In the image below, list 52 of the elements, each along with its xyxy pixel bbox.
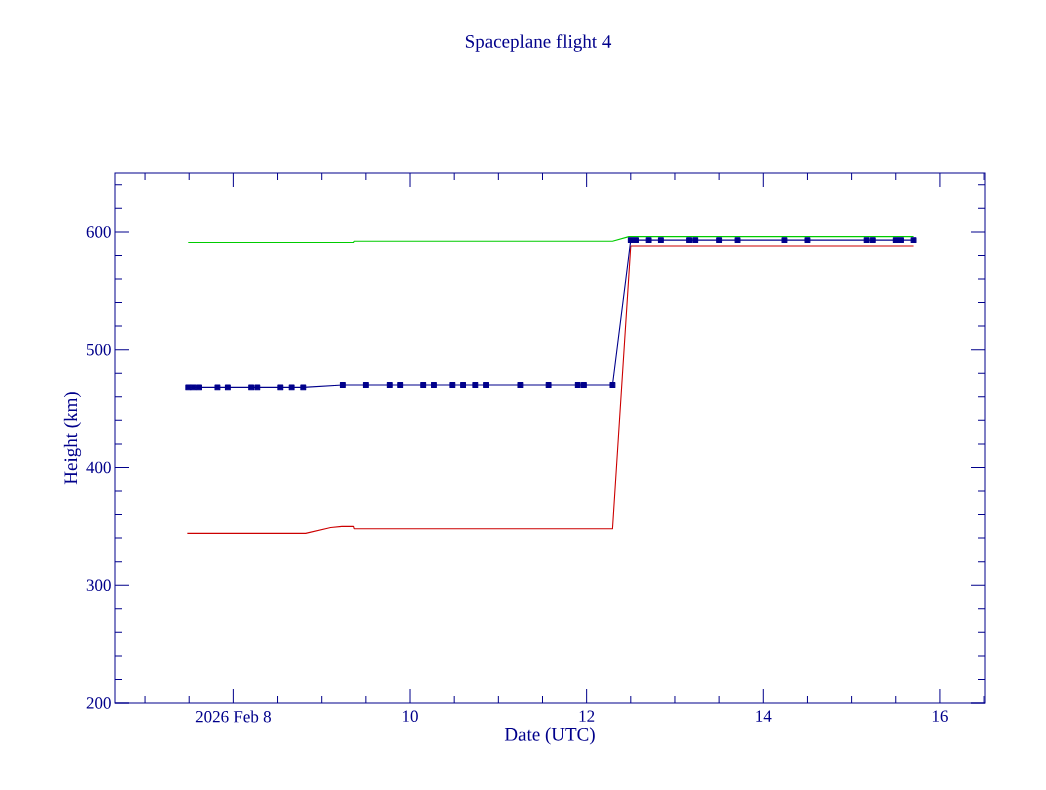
point <box>460 382 467 388</box>
point <box>517 382 524 388</box>
point <box>190 384 197 391</box>
point <box>692 237 699 244</box>
point <box>214 384 221 391</box>
point <box>781 237 788 244</box>
x-tick-label: 14 <box>756 710 772 722</box>
point <box>277 384 284 391</box>
y-tick-label: 600 <box>86 226 111 238</box>
point <box>472 382 479 388</box>
point <box>574 382 581 388</box>
x-tick-label: 10 <box>403 710 418 723</box>
point <box>449 382 456 388</box>
point <box>196 384 202 391</box>
point <box>300 384 307 391</box>
point <box>804 237 811 244</box>
point <box>716 237 723 244</box>
y-tick-label: 500 <box>86 343 111 356</box>
point <box>609 382 616 388</box>
point <box>863 237 870 244</box>
point <box>734 237 741 244</box>
y-tick-label: 300 <box>86 579 111 591</box>
point <box>633 237 639 244</box>
point <box>580 382 587 388</box>
point <box>430 382 437 388</box>
point <box>339 382 346 388</box>
point <box>288 384 295 391</box>
x-tick-label: 16 <box>932 710 948 722</box>
point <box>686 237 693 244</box>
point <box>420 382 427 388</box>
point <box>185 384 192 391</box>
point <box>898 237 904 244</box>
point <box>483 382 490 388</box>
y-tick-label: 400 <box>86 461 111 474</box>
point <box>645 237 652 244</box>
point <box>224 384 231 391</box>
point <box>386 382 393 388</box>
point <box>910 237 917 244</box>
point <box>545 382 552 388</box>
point <box>248 384 255 391</box>
line-series <box>186 245 915 534</box>
x-axis-title: Date (UTC) <box>504 727 595 745</box>
y-tick-label: 200 <box>86 697 111 709</box>
point <box>397 382 404 388</box>
point <box>362 382 369 388</box>
x-tick-label: 2026 Feb 8 <box>195 710 271 723</box>
chart-title: Spaceplane flight 4 <box>465 34 612 52</box>
point <box>657 237 664 244</box>
x-tick-label: 12 <box>579 710 595 722</box>
point <box>254 384 261 391</box>
point <box>869 237 876 244</box>
y-axis-title: Height (km) <box>63 392 82 485</box>
